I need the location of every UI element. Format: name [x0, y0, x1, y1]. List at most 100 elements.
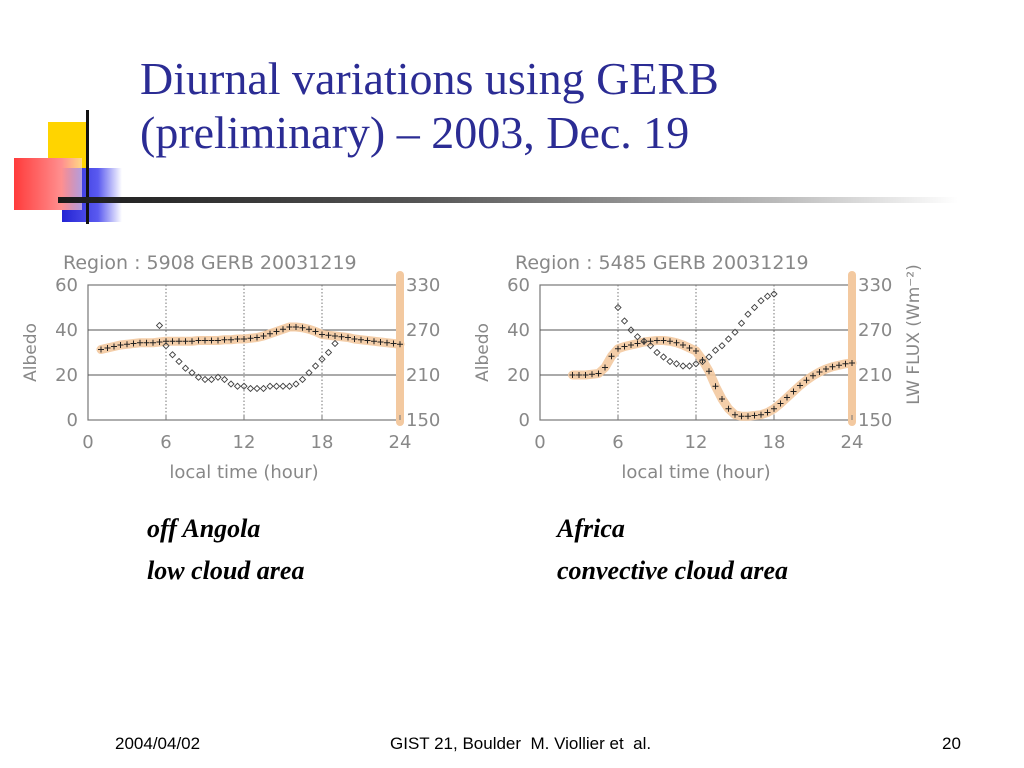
- albedo-point: [770, 290, 778, 298]
- y-tick-label: 0: [519, 410, 530, 431]
- lw-flux-point: [325, 332, 332, 339]
- albedo-point: [298, 375, 307, 384]
- caption-right-line-1: Africa: [557, 514, 625, 543]
- lw-flux-point: [364, 337, 371, 344]
- lw-flux-point: [176, 338, 182, 345]
- albedo-point: [737, 319, 746, 327]
- lw-flux-point: [312, 328, 319, 335]
- y-tick-label: 20: [507, 365, 530, 386]
- lw-flux-point: [686, 345, 693, 351]
- lw-flux-point: [712, 383, 719, 390]
- lw-flux-point: [693, 348, 699, 354]
- slide-title: Diurnal variations using GERB (prelimina…: [140, 52, 1000, 160]
- lw-flux-point: [169, 338, 176, 345]
- albedo-point: [214, 373, 222, 381]
- lw-flux-point: [241, 336, 247, 342]
- lw-flux-point: [706, 368, 712, 375]
- y-tick-label: 40: [507, 320, 530, 341]
- albedo-point: [763, 292, 772, 300]
- albedo-point: [233, 382, 242, 390]
- caption-left-line-1: off Angola: [147, 514, 261, 543]
- x-tick-label: 18: [311, 432, 334, 453]
- chart-right-svg: Region : 5485 GERB 20031219 0 6 12 18 24 0 20 40…: [473, 252, 922, 483]
- lw-flux-point: [195, 337, 202, 344]
- lw-flux-point: [273, 328, 280, 335]
- title-rule: [58, 197, 958, 203]
- lw-flux-point: [608, 353, 615, 360]
- y-tick-label: 40: [55, 320, 78, 341]
- albedo-point: [718, 342, 726, 350]
- y-tick-label: 60: [507, 275, 530, 296]
- lw-flux-point: [260, 333, 267, 339]
- footer-page-number: 20: [942, 734, 961, 753]
- lw-flux-point: [221, 336, 228, 343]
- albedo-point: [659, 353, 668, 361]
- y-tick-label: 60: [55, 275, 78, 296]
- lw-flux-point: [124, 341, 130, 348]
- lw-flux-point: [849, 360, 855, 366]
- albedo-point: [679, 362, 687, 370]
- lw-flux-point: [117, 342, 124, 348]
- albedo-point: [240, 382, 248, 390]
- y-tick-label: 0: [67, 410, 78, 431]
- albedo-point: [640, 337, 648, 345]
- albedo-point: [633, 333, 642, 341]
- lw-flux-point: [208, 337, 215, 344]
- x-tick-label: 12: [233, 432, 256, 453]
- albedo-point: [266, 382, 274, 390]
- x-axis-label: local time (hour): [621, 462, 770, 483]
- lw-flux-point: [738, 413, 745, 420]
- caption-left-line-2: low cloud area: [147, 556, 305, 585]
- albedo-point: [279, 382, 287, 390]
- lw-flux-point: [790, 388, 797, 395]
- lw-flux-point: [621, 343, 628, 350]
- albedo-point: [227, 380, 235, 388]
- lw-flux-point: [351, 336, 358, 342]
- lw-flux-point: [569, 372, 576, 378]
- lw-flux-point: [286, 324, 293, 330]
- footer-center: GIST 21, Boulder M. Viollier et al.: [390, 734, 652, 753]
- lw-flux-point: [143, 339, 150, 346]
- lw-flux-point: [267, 330, 273, 337]
- albedo-point: [272, 382, 281, 390]
- lw-flux-point: [338, 333, 345, 340]
- lw-flux-point: [156, 339, 163, 345]
- albedo-point: [318, 355, 326, 363]
- albedo-point: [207, 375, 216, 384]
- albedo-point: [666, 357, 674, 366]
- lw-flux-point: [797, 382, 803, 389]
- albedo-point: [285, 382, 294, 390]
- lw-flux-point: [628, 342, 634, 348]
- lw-flux-point: [332, 333, 338, 339]
- lw-flux-point: [306, 326, 312, 333]
- albedo-point: [259, 384, 268, 393]
- x-tick-label: 0: [82, 432, 93, 453]
- lw-flux-point: [254, 334, 260, 341]
- lw-flux-point: [137, 339, 143, 346]
- lw-flux-point: [280, 326, 286, 333]
- lw-flux-point: [842, 360, 849, 367]
- albedo-point: [653, 348, 661, 357]
- y2-tick-label: 150: [858, 410, 892, 431]
- albedo-point: [672, 360, 681, 368]
- lw-flux-point: [654, 337, 660, 344]
- y2-tick-label: 210: [858, 365, 892, 386]
- lw-flux-point: [299, 324, 306, 331]
- lw-flux-point: [319, 331, 325, 338]
- lw-flux-point: [634, 340, 641, 347]
- lw-flux-point: [182, 338, 189, 345]
- lw-flux-point: [615, 345, 621, 352]
- lw-flux-point: [595, 370, 602, 377]
- y2-tick-label: 210: [406, 365, 440, 386]
- lw-flux-point: [228, 336, 234, 343]
- albedo-point: [292, 380, 300, 388]
- albedo-point: [246, 384, 255, 393]
- albedo-point: [692, 360, 700, 368]
- albedo-point: [724, 335, 733, 343]
- x-tick-label: 6: [160, 432, 171, 453]
- chart-title: Region : 5908 GERB 20031219: [63, 252, 357, 274]
- albedo-point: [162, 342, 170, 350]
- lw-flux-point: [104, 345, 111, 351]
- lw-flux-point: [680, 342, 686, 348]
- lw-flux-point: [377, 339, 384, 345]
